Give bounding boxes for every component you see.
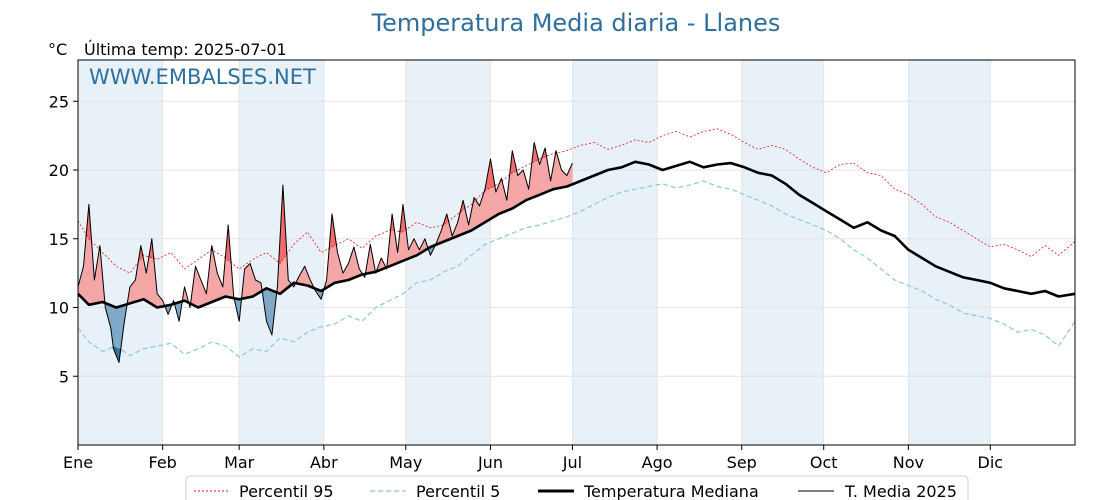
above-median-fill bbox=[475, 198, 477, 229]
above-median-fill bbox=[483, 189, 486, 224]
below-median-fill bbox=[270, 289, 273, 336]
x-tick-label: Sep bbox=[727, 453, 757, 472]
x-tick-label: Jul bbox=[562, 453, 582, 472]
x-tick-label: Abr bbox=[310, 453, 338, 472]
above-median-fill bbox=[133, 279, 136, 303]
above-median-fill bbox=[199, 276, 202, 308]
above-median-fill bbox=[498, 181, 501, 215]
above-median-fill bbox=[495, 188, 498, 217]
x-tick-label: Feb bbox=[149, 453, 177, 472]
above-median-fill bbox=[131, 282, 133, 304]
month-band bbox=[741, 60, 824, 445]
y-tick-label: 10 bbox=[49, 299, 69, 318]
series-lines bbox=[77, 128, 1076, 363]
y-axis-ticks: 5 10 15 20 25 bbox=[49, 92, 78, 386]
y-tick-label: 5 bbox=[59, 367, 69, 386]
unit-label: °C bbox=[48, 40, 67, 59]
above-median-fill bbox=[248, 263, 251, 298]
x-tick-label: Oct bbox=[810, 453, 838, 472]
chart-title: Temperatura Media diaria - Llanes bbox=[371, 9, 781, 37]
above-median-fill bbox=[539, 160, 542, 196]
x-tick-label: Dic bbox=[978, 453, 1004, 472]
above-median-fill bbox=[540, 156, 543, 195]
last-temp-label: Última temp: 2025-07-01 bbox=[84, 40, 287, 59]
line-percentil-5 bbox=[77, 180, 1076, 358]
below-median-fill bbox=[267, 288, 270, 329]
above-median-fill bbox=[477, 203, 480, 227]
month-band bbox=[572, 60, 658, 445]
above-median-fill bbox=[565, 173, 568, 188]
above-median-fill bbox=[542, 152, 544, 194]
y-tick-label: 20 bbox=[49, 161, 69, 180]
grid-lines bbox=[77, 60, 1075, 445]
above-median-fill bbox=[196, 269, 199, 308]
legend-label-p95: Percentil 95 bbox=[239, 482, 334, 500]
above-median-fill bbox=[195, 266, 198, 308]
y-tick-label: 25 bbox=[49, 92, 69, 111]
above-median-fill bbox=[521, 169, 524, 204]
below-median-fill bbox=[269, 289, 271, 332]
legend-box bbox=[185, 475, 969, 500]
above-median-fill bbox=[197, 273, 200, 308]
month-bands bbox=[78, 60, 991, 445]
legend-label-median: Temperatura Mediana bbox=[583, 482, 759, 500]
above-median-fill bbox=[247, 264, 249, 298]
above-median-fill bbox=[497, 185, 499, 216]
x-tick-label: Ago bbox=[642, 453, 673, 472]
y-tick-label: 15 bbox=[49, 230, 69, 249]
below-median-fill bbox=[113, 306, 116, 353]
x-tick-label: Ene bbox=[63, 453, 93, 472]
above-median-fill bbox=[520, 170, 523, 204]
line-t-media-2025 bbox=[77, 142, 573, 363]
legend-label-current: T. Media 2025 bbox=[844, 482, 957, 500]
above-median-fill bbox=[473, 196, 476, 230]
above-median-fill bbox=[245, 265, 248, 299]
above-median-fill bbox=[132, 281, 135, 303]
month-band bbox=[908, 60, 991, 445]
line-percentil-95 bbox=[77, 128, 1076, 274]
x-tick-label: Nov bbox=[893, 453, 924, 472]
x-tick-label: May bbox=[389, 453, 422, 472]
above-median-fill bbox=[244, 267, 247, 299]
watermark: WWW.EMBALSES.NET bbox=[89, 65, 316, 89]
legend: Percentil 95 Percentil 5 Temperatura Med… bbox=[185, 475, 969, 500]
above-median-fill bbox=[255, 279, 258, 296]
above-median-fill bbox=[561, 169, 564, 188]
above-median-fill bbox=[518, 172, 521, 205]
plot-frame bbox=[77, 59, 1076, 446]
above-median-fill bbox=[476, 200, 479, 228]
above-median-fill bbox=[517, 173, 520, 206]
above-median-fill bbox=[562, 170, 565, 188]
above-median-fill bbox=[499, 178, 502, 214]
x-tick-label: Jun bbox=[477, 453, 503, 472]
legend-label-p5: Percentil 5 bbox=[416, 482, 500, 500]
above-median-fill bbox=[564, 172, 566, 188]
x-tick-label: Mar bbox=[224, 453, 255, 472]
x-axis-ticks: Ene Feb Mar Abr May Jun Jul Ago Sep Oct Nov Dic bbox=[63, 445, 1003, 472]
